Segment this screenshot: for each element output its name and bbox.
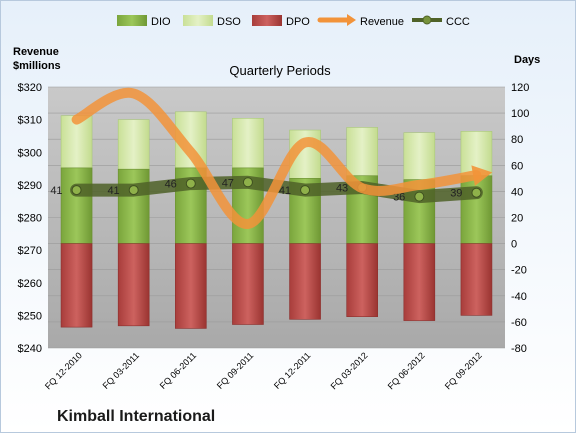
x-tick-label: FQ 12-2011 bbox=[272, 350, 313, 391]
left-tick-label: $240 bbox=[18, 343, 42, 355]
legend-item-revenue[interactable]: Revenue bbox=[317, 14, 404, 28]
right-tick-label: 40 bbox=[511, 186, 523, 198]
x-tick-label: FQ 09-2011 bbox=[215, 350, 256, 391]
bar-dpo bbox=[60, 243, 93, 328]
x-tick-label: FQ 12-2010 bbox=[43, 350, 84, 391]
bar-dpo bbox=[346, 243, 378, 317]
bar-dso bbox=[117, 119, 150, 170]
bars bbox=[60, 111, 493, 329]
legend-marker-ccc bbox=[422, 15, 432, 25]
revenue-line bbox=[71, 87, 482, 229]
left-tick-label: $250 bbox=[18, 310, 42, 322]
right-axis-title: Days bbox=[514, 54, 540, 66]
bar-dio bbox=[60, 167, 93, 244]
legend-label-dso: DSO bbox=[217, 16, 241, 28]
left-tick-label: $270 bbox=[18, 245, 42, 257]
legend-label-dpo: DPO bbox=[286, 16, 310, 28]
revenue-arrowhead bbox=[471, 165, 493, 186]
right-tick-label: 80 bbox=[511, 134, 523, 146]
x-tick-label: FQ 09-2012 bbox=[443, 350, 484, 391]
ccc-point bbox=[128, 185, 139, 196]
right-tick-label: 120 bbox=[511, 82, 529, 94]
bar-dpo bbox=[232, 243, 264, 325]
legend-label-dio: DIO bbox=[151, 16, 171, 28]
ccc-data-label: 41 bbox=[50, 185, 62, 197]
company-name: Kimball International bbox=[57, 408, 215, 425]
legend-arrow-revenue bbox=[347, 14, 356, 26]
ccc-point bbox=[242, 177, 253, 188]
right-tick-label: 20 bbox=[511, 213, 523, 225]
bar-dso bbox=[346, 127, 378, 177]
ccc-point bbox=[471, 187, 482, 198]
bar-dio bbox=[460, 175, 493, 244]
ccc-point bbox=[185, 178, 196, 189]
bar-dio bbox=[117, 168, 150, 244]
legend-item-dso[interactable]: DSO bbox=[183, 15, 241, 28]
revenue-series bbox=[71, 87, 493, 229]
x-tick-label: FQ 03-2012 bbox=[329, 350, 370, 391]
legend-item-dio[interactable]: DIO bbox=[117, 15, 171, 28]
bar-dpo bbox=[460, 243, 493, 316]
left-tick-label: $300 bbox=[18, 147, 42, 159]
bar-dso bbox=[403, 132, 436, 180]
left-tick-label: $320 bbox=[18, 82, 42, 94]
left-axis-title-line1: Revenue bbox=[13, 46, 59, 58]
bar-dpo bbox=[117, 243, 150, 327]
right-tick-label: -40 bbox=[511, 291, 527, 303]
legend-label-ccc: CCC bbox=[446, 16, 470, 28]
left-tick-label: $310 bbox=[18, 115, 42, 127]
right-tick-label: -60 bbox=[511, 317, 527, 329]
legend-swatch-dio bbox=[117, 15, 147, 26]
ccc-data-label: 36 bbox=[393, 192, 405, 204]
ccc-data-label: 43 bbox=[336, 182, 348, 194]
ccc-point bbox=[414, 191, 425, 202]
right-tick-label: 100 bbox=[511, 108, 529, 120]
ccc-point bbox=[300, 185, 311, 196]
bar-dpo bbox=[403, 243, 436, 321]
left-axis-title-line2: $millions bbox=[13, 60, 61, 72]
chart-title: Quarterly Periods bbox=[229, 63, 331, 78]
legend-label-revenue: Revenue bbox=[360, 16, 404, 28]
legend-swatch-dso bbox=[183, 15, 213, 26]
left-tick-label: $290 bbox=[18, 180, 42, 192]
bar-dpo bbox=[175, 243, 207, 329]
right-tick-label: 0 bbox=[511, 239, 517, 251]
left-tick-label: $260 bbox=[18, 278, 42, 290]
ccc-data-label: 39 bbox=[450, 188, 462, 200]
ccc-point bbox=[71, 185, 82, 196]
right-tick-label: -20 bbox=[511, 265, 527, 277]
bar-dso bbox=[232, 118, 264, 169]
ccc-data-label: 41 bbox=[107, 185, 119, 197]
right-axis-ticks: -80 -60 -40 -20 0 20 40 60 80 100 120 bbox=[511, 82, 529, 355]
legend-swatch-dpo bbox=[252, 15, 282, 26]
x-tick-label: FQ 03-2011 bbox=[101, 350, 142, 391]
left-axis-ticks: $240 $250 $260 $270 $280 $290 $300 $310 $320 bbox=[18, 82, 42, 355]
ccc-data-label: 41 bbox=[279, 185, 291, 197]
x-tick-label: FQ 06-2012 bbox=[386, 350, 427, 391]
bar-dpo bbox=[289, 243, 321, 320]
ccc-data-label: 46 bbox=[165, 179, 177, 191]
legend: DIO DSO DPO Revenue CCC bbox=[117, 14, 470, 28]
right-tick-label: -80 bbox=[511, 343, 527, 355]
right-tick-label: 60 bbox=[511, 160, 523, 172]
x-tick-label: FQ 06-2011 bbox=[158, 350, 199, 391]
legend-item-dpo[interactable]: DPO bbox=[252, 15, 310, 28]
legend-item-ccc[interactable]: CCC bbox=[412, 15, 470, 28]
x-axis-ticks: FQ 12-2010 FQ 03-2011 FQ 06-2011 FQ 09-2011… bbox=[43, 350, 484, 391]
ccc-data-label: 47 bbox=[222, 177, 234, 189]
left-tick-label: $280 bbox=[18, 213, 42, 225]
